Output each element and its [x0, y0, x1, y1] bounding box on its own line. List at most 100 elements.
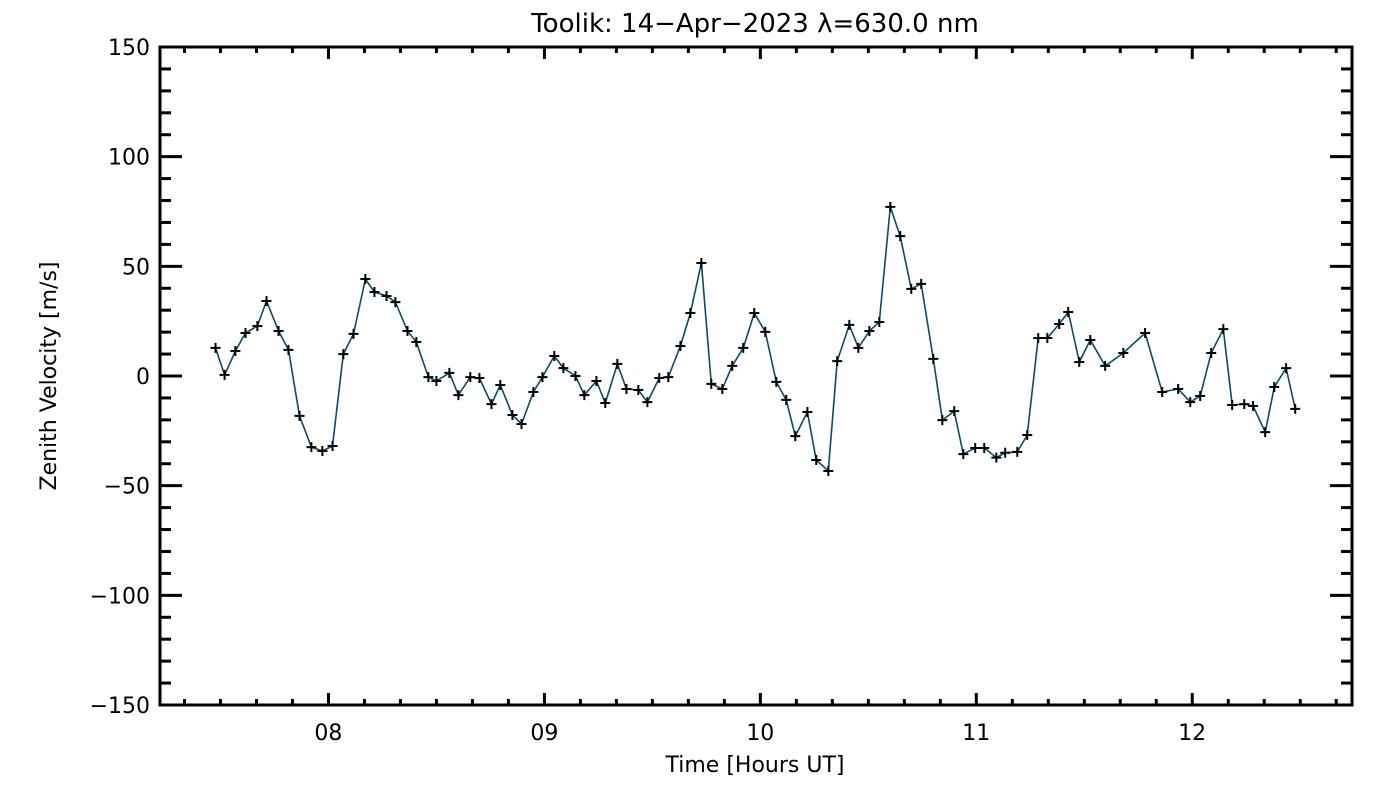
data-point-marker	[749, 308, 760, 319]
data-point-marker	[1173, 383, 1184, 394]
data-point-marker	[1042, 333, 1053, 344]
data-point-marker	[832, 356, 843, 367]
data-point-marker	[1140, 328, 1151, 339]
data-point-marker	[781, 394, 792, 405]
data-point-marker	[853, 342, 864, 353]
data-point-marker	[516, 419, 527, 430]
plot-frame	[158, 45, 1354, 707]
data-point-marker	[895, 231, 906, 242]
x-tick-label: 12	[1178, 721, 1206, 746]
data-point-marker	[453, 390, 464, 401]
y-tick-label: 50	[122, 255, 150, 280]
data-point-marker	[1074, 356, 1085, 367]
x-axis-label: Time [Hours UT]	[665, 753, 845, 778]
data-point-marker	[230, 345, 241, 356]
data-point-marker	[1290, 403, 1301, 414]
data-point-marker	[507, 410, 518, 421]
data-point-marker	[381, 290, 392, 301]
data-point-marker	[360, 274, 371, 285]
y-tick-label: 150	[108, 36, 150, 61]
x-tick-label: 08	[314, 721, 342, 746]
data-point-marker	[444, 367, 455, 378]
x-tick-label: 09	[530, 721, 558, 746]
data-point-marker	[327, 440, 338, 451]
data-point-marker	[612, 358, 623, 369]
data-point-marker	[294, 410, 305, 421]
data-point-marker	[1033, 333, 1044, 344]
data-point-marker	[1022, 430, 1033, 441]
data-point-marker	[579, 390, 590, 401]
data-point-marker	[958, 449, 969, 460]
data-point-marker	[802, 406, 813, 417]
data-point-marker	[423, 372, 434, 383]
data-point-marker	[1100, 360, 1111, 371]
data-point-marker	[558, 363, 569, 374]
data-point-marker	[219, 369, 230, 380]
data-point-marker	[823, 465, 834, 476]
y-tick-label: −100	[90, 584, 150, 609]
data-point-marker	[600, 397, 611, 408]
data-point-marker	[696, 258, 707, 269]
y-tick-label: −50	[104, 475, 150, 500]
x-tick-label: 11	[962, 721, 990, 746]
data-point-marker	[663, 372, 674, 383]
data-point-marker	[916, 278, 927, 289]
data-point-marker	[528, 387, 539, 398]
data-point-marker	[970, 442, 981, 453]
data-point-marker	[790, 431, 801, 442]
data-point-marker	[1054, 319, 1065, 330]
data-point-marker	[1227, 399, 1238, 410]
data-point-marker	[706, 378, 717, 389]
y-tick-label: 100	[108, 146, 150, 171]
data-point-marker	[811, 455, 822, 466]
data-point-marker	[1218, 324, 1229, 335]
data-series	[210, 201, 1301, 476]
y-axis-label: Zenith Velocity [m/s]	[37, 262, 62, 491]
data-point-marker	[1000, 447, 1011, 458]
data-point-marker	[654, 372, 665, 383]
data-point-marker	[495, 379, 506, 390]
data-point-marker	[283, 344, 294, 355]
y-tick-label: −150	[90, 694, 150, 719]
data-point-marker	[348, 328, 359, 339]
data-point-marker	[906, 283, 917, 294]
data-point-marker	[1281, 363, 1292, 374]
data-point-marker	[474, 372, 485, 383]
data-point-marker	[1118, 347, 1129, 358]
data-point-marker	[760, 326, 771, 337]
tick-labels: 08 09 10 11 12 −150 −100 −50 0 50 100 150	[90, 36, 1207, 746]
data-point-marker	[591, 376, 602, 387]
data-point-marker	[1063, 306, 1074, 317]
data-point-marker	[431, 376, 442, 387]
data-point-marker	[338, 349, 349, 360]
data-point-marker	[874, 317, 885, 328]
data-point-marker	[411, 337, 422, 348]
data-point-marker	[885, 201, 896, 212]
x-tick-label: 10	[746, 721, 774, 746]
data-point-marker	[685, 308, 696, 319]
data-point-marker	[1157, 387, 1168, 398]
data-point-marker	[928, 353, 939, 364]
data-point-marker	[1239, 399, 1250, 410]
y-tick-label: 0	[136, 365, 150, 390]
data-point-marker	[486, 399, 497, 410]
data-point-marker	[621, 383, 632, 394]
data-point-marker	[549, 351, 560, 362]
data-point-marker	[261, 295, 272, 306]
data-point-marker	[727, 360, 738, 371]
data-point-marker	[1085, 335, 1096, 346]
data-point-marker	[844, 319, 855, 330]
data-point-marker	[306, 442, 317, 453]
data-point-marker	[570, 371, 581, 381]
data-point-marker	[937, 415, 948, 426]
data-point-marker	[465, 372, 476, 383]
data-point-marker	[252, 320, 263, 331]
data-point-marker	[949, 406, 960, 417]
data-point-marker	[317, 446, 328, 457]
data-point-marker	[738, 342, 749, 353]
data-point-marker	[771, 376, 782, 387]
data-point-marker	[537, 372, 548, 383]
data-point-marker	[991, 452, 1002, 463]
axis-ticks	[160, 45, 1352, 707]
